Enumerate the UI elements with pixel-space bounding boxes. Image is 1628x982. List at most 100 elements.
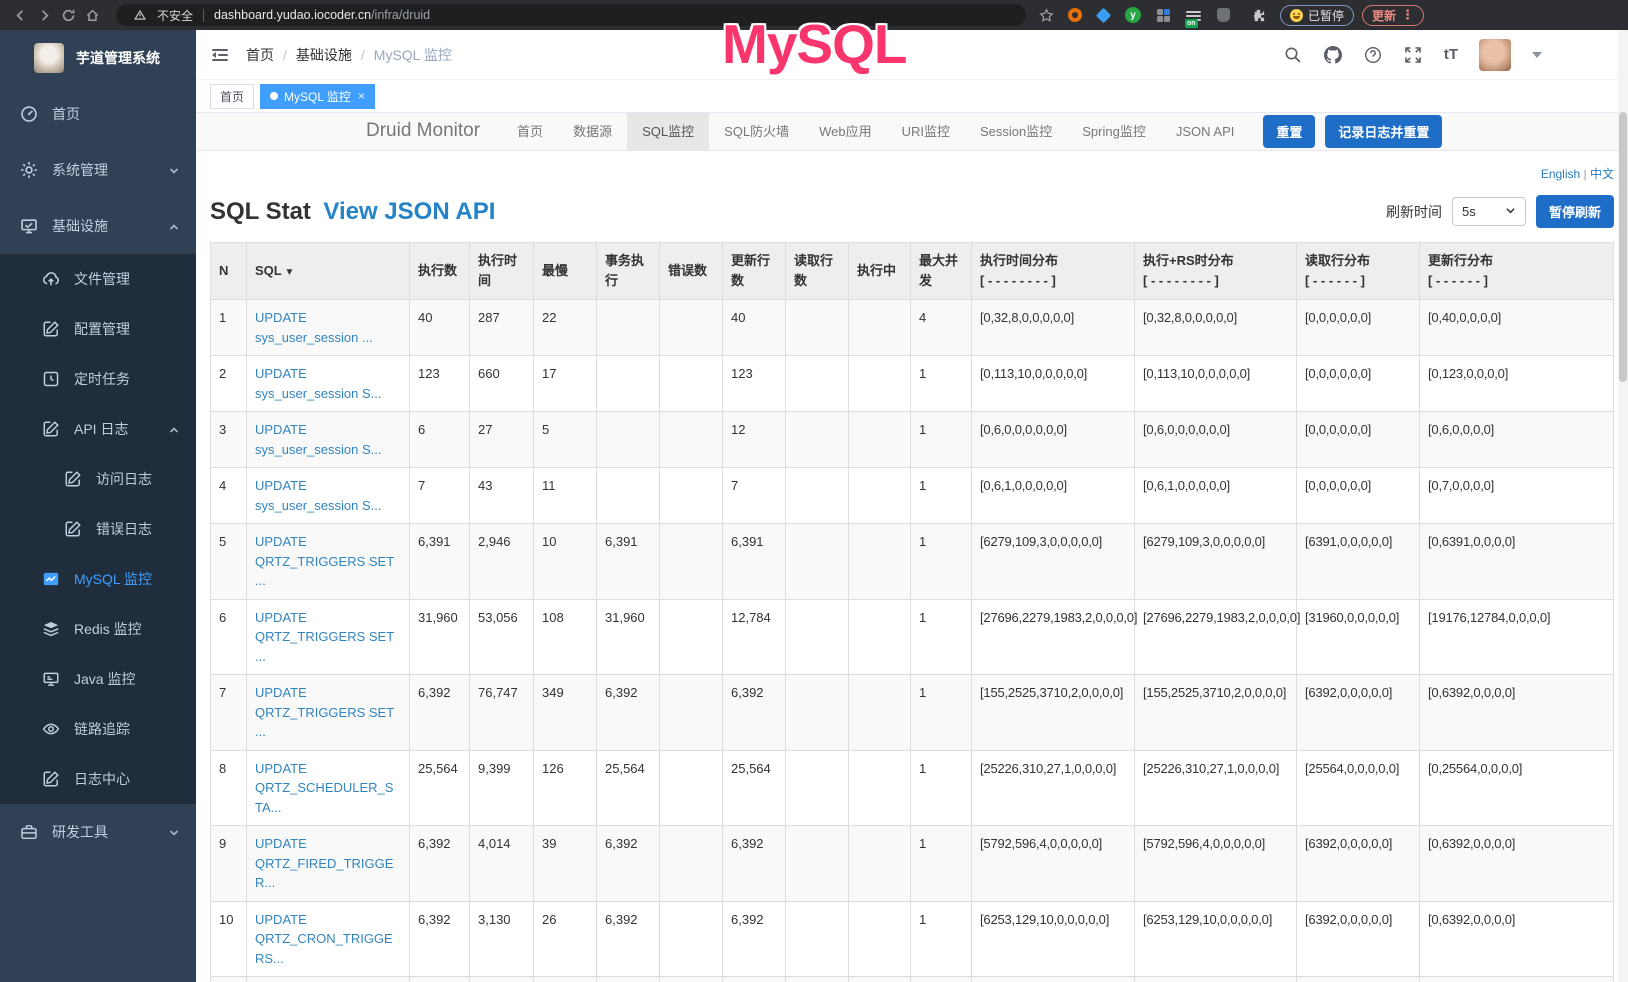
- browser-home-icon[interactable]: [80, 3, 104, 27]
- fullscreen-icon[interactable]: [1404, 45, 1423, 64]
- druid-button-1[interactable]: 重置: [1263, 115, 1316, 148]
- druid-nav-item-8[interactable]: Spring监控: [1082, 124, 1146, 139]
- row-number-cell: 3: [210, 411, 247, 469]
- sidebar-item-4[interactable]: 文件管理: [0, 254, 196, 304]
- column-header-15[interactable]: 更新行分布 [ - - - - - - ]: [1419, 241, 1614, 301]
- druid-nav-item-1[interactable]: 首页: [517, 124, 544, 139]
- druid-nav-item-3[interactable]: SQL监控: [627, 113, 710, 150]
- extension-orange-donut-icon[interactable]: [1068, 8, 1082, 22]
- sql-link[interactable]: UPDATE QRTZ_SCHEDULER_STA...: [255, 760, 394, 815]
- column-header-13[interactable]: 执行+RS时分布 [ - - - - - - - - ]: [1134, 241, 1297, 301]
- paused-badge[interactable]: 已暂停: [1280, 4, 1355, 26]
- sql-link[interactable]: UPDATE sys_user_session S...: [255, 366, 382, 401]
- help-icon[interactable]: [1364, 45, 1383, 64]
- druid-nav-item-4[interactable]: SQL防火墙: [724, 124, 790, 139]
- table-row: 7 UPDATE QRTZ_TRIGGERS SET ... 6,392 76,747…: [210, 674, 1614, 751]
- sidebar-item-13[interactable]: 链路追踪: [0, 704, 196, 754]
- sql-link[interactable]: UPDATE QRTZ_TRIGGERS SET ...: [255, 609, 394, 664]
- sidebar-item-2[interactable]: 系统管理: [0, 142, 196, 198]
- sidebar-toggle-icon[interactable]: [210, 45, 230, 65]
- druid-nav-item-2[interactable]: 数据源: [573, 124, 613, 139]
- sidebar-item-7[interactable]: API 日志: [0, 404, 196, 454]
- tag-close-icon[interactable]: ×: [357, 89, 365, 103]
- extension-grid-icon[interactable]: [1157, 8, 1170, 22]
- extension-green-y-icon[interactable]: y: [1125, 7, 1141, 23]
- browser-forward-icon[interactable]: [32, 3, 56, 27]
- stat-cell: 6,392: [722, 900, 786, 978]
- stat-cell: [596, 976, 660, 982]
- sidebar-item-15[interactable]: 研发工具: [0, 804, 196, 860]
- druid-nav-item-5[interactable]: Web应用: [819, 124, 872, 139]
- breadcrumb-item-1[interactable]: 首页: [246, 46, 274, 63]
- sidebar-item-6[interactable]: 定时任务: [0, 354, 196, 404]
- stat-cell: 10: [533, 523, 597, 600]
- sidebar-item-8[interactable]: 访问日志: [0, 454, 196, 504]
- column-header-3[interactable]: 执行数: [409, 241, 470, 301]
- extension-blue-gem-icon[interactable]: [1095, 7, 1112, 23]
- distribution-cell: [0,5796,596,0,0,0,0,0]: [1134, 976, 1297, 982]
- avatar-caret-icon[interactable]: [1532, 51, 1542, 58]
- column-header-9[interactable]: 读取行数: [785, 241, 849, 301]
- sql-link[interactable]: UPDATE QRTZ_TRIGGERS SET ...: [255, 685, 394, 740]
- github-icon[interactable]: [1324, 45, 1343, 64]
- column-header-7[interactable]: 错误数: [659, 241, 723, 301]
- column-header-label: 执行中: [857, 263, 897, 279]
- sidebar-item-14[interactable]: 日志中心: [0, 754, 196, 804]
- column-header-1[interactable]: N: [210, 241, 247, 301]
- sql-link[interactable]: UPDATE QRTZ_CRON_TRIGGERS...: [255, 911, 393, 966]
- column-header-label: 更新行数: [731, 253, 771, 289]
- browser-update-button[interactable]: 更新 ⋮: [1362, 4, 1425, 26]
- browser-menu-dots-icon[interactable]: ⋮: [1401, 7, 1415, 22]
- sidebar-item-1[interactable]: 首页: [0, 86, 196, 142]
- browser-back-icon[interactable]: [8, 3, 32, 27]
- lang-link-1[interactable]: English: [1540, 167, 1581, 181]
- view-json-api-link[interactable]: View JSON API: [323, 197, 496, 225]
- column-header-11[interactable]: 最大并发: [910, 241, 972, 301]
- sql-link[interactable]: UPDATE QRTZ_FIRED_TRIGGER...: [255, 836, 394, 891]
- sidebar-logo[interactable]: 芋道管理系统: [0, 30, 196, 86]
- sql-link[interactable]: UPDATE sys_user_session S...: [255, 478, 382, 513]
- sidebar-item-9[interactable]: 错误日志: [0, 504, 196, 554]
- sidebar-item-5[interactable]: 配置管理: [0, 304, 196, 354]
- tag-2[interactable]: MySQL 监控 ×: [260, 83, 375, 109]
- pause-refresh-button[interactable]: 暂停刷新: [1535, 195, 1614, 228]
- sql-link[interactable]: UPDATE sys_user_session S...: [255, 422, 382, 457]
- font-size-icon[interactable]: tT: [1443, 46, 1458, 63]
- distribution-cell: [0,6391,0,0,0,0]: [1419, 523, 1614, 600]
- sql-link[interactable]: UPDATE sys_user_session ...: [255, 310, 373, 345]
- druid-nav-item-7[interactable]: Session监控: [980, 124, 1053, 139]
- page-scrollbar[interactable]: [1618, 30, 1628, 982]
- column-header-10[interactable]: 执行中: [848, 241, 911, 301]
- column-header-2[interactable]: SQL ▼: [246, 241, 410, 301]
- column-header-12[interactable]: 执行时间分布 [ - - - - - - - - ]: [971, 241, 1135, 301]
- search-icon[interactable]: [1284, 45, 1303, 64]
- column-header-4[interactable]: 执行时间: [469, 241, 534, 301]
- breadcrumb-item-2[interactable]: 基础设施: [295, 46, 352, 63]
- druid-button-2[interactable]: 记录日志并重置: [1325, 115, 1443, 148]
- sql-link[interactable]: UPDATE QRTZ_TRIGGERS SET ...: [255, 534, 394, 589]
- sidebar-item-3[interactable]: 基础设施: [0, 198, 196, 254]
- sidebar-item-11[interactable]: Redis 监控: [0, 604, 196, 654]
- druid-nav-item-9[interactable]: JSON API: [1175, 124, 1235, 139]
- scrollbar-thumb[interactable]: [1619, 112, 1627, 382]
- druid-brand[interactable]: Druid Monitor: [366, 120, 481, 141]
- browser-address-bar[interactable]: 不安全 dashboard.yudao.iocoder.cn/infra/dru…: [116, 4, 1026, 26]
- bookmark-star-icon[interactable]: [1034, 3, 1058, 27]
- browser-reload-icon[interactable]: [56, 3, 80, 27]
- lang-link-2[interactable]: 中文: [1589, 167, 1614, 181]
- extension-gray-icon[interactable]: [1217, 8, 1230, 22]
- druid-nav-items: 首页 数据源 SQL监控 SQL防火墙 Web应用 URI监控 Session监控 Sprin…: [502, 113, 1249, 150]
- sidebar-item-12[interactable]: Java 监控: [0, 654, 196, 704]
- column-header-8[interactable]: 更新行数: [722, 241, 786, 301]
- column-header-14[interactable]: 读取行分布 [ - - - - - - ]: [1296, 241, 1420, 301]
- column-header-6[interactable]: 事务执行: [596, 241, 660, 301]
- tag-1[interactable]: 首页: [210, 83, 255, 109]
- refresh-interval-select[interactable]: 5s: [1451, 197, 1526, 226]
- column-header-5[interactable]: 最慢: [533, 241, 597, 301]
- sidebar-item-10[interactable]: MySQL 监控: [0, 554, 196, 604]
- distribution-cell: [0,0,0,0,0,0]: [1296, 299, 1420, 357]
- extension-list-icon[interactable]: on: [1185, 9, 1201, 28]
- extensions-puzzle-icon[interactable]: [1246, 3, 1270, 27]
- druid-nav-item-6[interactable]: URI监控: [901, 124, 950, 139]
- user-avatar[interactable]: [1479, 38, 1511, 71]
